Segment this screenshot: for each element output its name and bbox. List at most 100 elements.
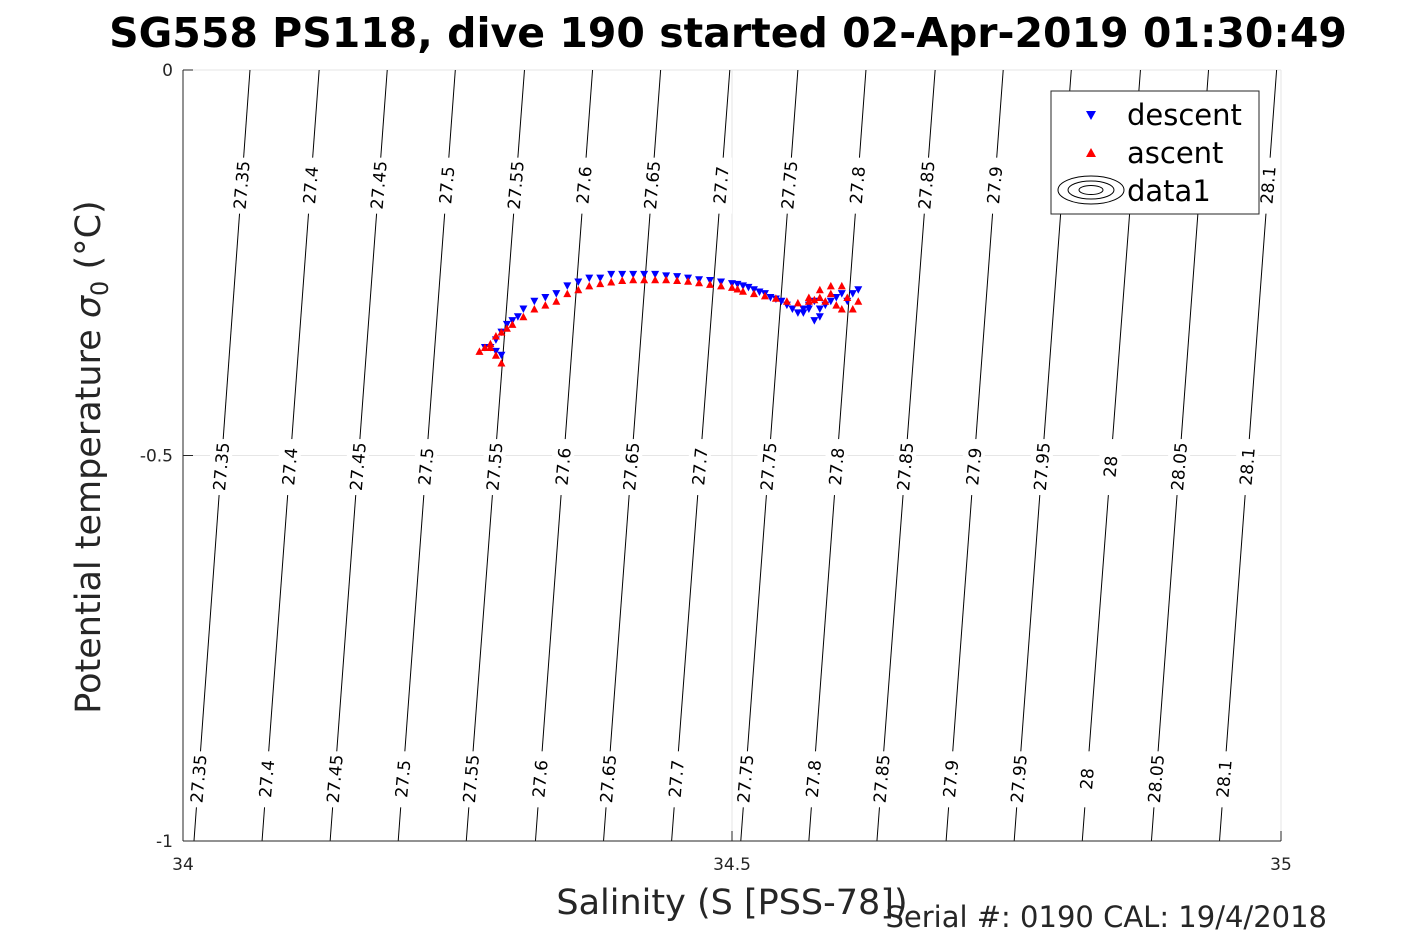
ascent-point [480,343,489,352]
descent-point [552,290,561,298]
serial-cal-footer: Serial #: 0190 CAL: 19/4/2018 [885,900,1327,934]
descent-point [513,313,522,321]
isopycnal-label-bg [504,157,527,214]
isopycnal-label: 27.85 [915,160,939,210]
ascent-point [640,275,649,284]
descent-point [497,351,506,360]
descent-point [804,305,813,314]
y-axis-label-unit: (°C) [69,200,109,280]
descent-point [810,317,819,325]
ascent-point [519,312,528,321]
ascent-point [491,351,500,359]
isopycnal-label-bg [278,439,301,496]
isopycnal-label: 27.8 [847,165,870,204]
ascent-point [749,289,758,298]
ascent-point [760,291,769,300]
descent-point [854,286,863,294]
isopycnal-label-bg [572,157,595,214]
x-tick-labels: 34 34.5 35 [172,855,1292,875]
descent-point [596,274,605,283]
ascent-point [815,285,824,294]
isopycnal-label-bg [1236,439,1259,496]
chart-title: SG558 PS118, dive 190 started 02-Apr-201… [109,9,1347,57]
isopycnal-label-bg [1257,157,1280,214]
isopycnal-label-bg [414,439,437,496]
ascent-point [563,289,572,298]
descent-point [640,270,649,279]
ascent-point [733,284,742,293]
isopycnal-label-bg [870,751,893,808]
ascent-point [607,278,616,286]
isopycnal-label: 28.1 [1237,447,1260,486]
descent-point [837,290,846,298]
ascent-point [475,347,484,355]
isopycnal-label-bg [367,157,390,214]
descent-point [585,274,594,283]
x-tick-label: 35 [1270,855,1292,875]
isopycnal-label-bg [255,751,278,808]
isopycnal-label: 27.4 [279,447,302,486]
legend-data1-label: data1 [1127,174,1211,208]
descent-point [563,282,572,290]
isopycnal-label: 27.55 [460,754,484,804]
isopycnal-label-bg [1075,751,1098,808]
descent-point [777,297,786,306]
ascent-point [826,289,835,298]
ascent-point [486,339,495,348]
y-tick-label: 0 [162,61,173,81]
ascent-point [684,277,693,285]
isopycnal-label-bg [1030,439,1053,496]
isopycnal-label-bg [1213,751,1236,808]
isopycnal-label-bg [894,439,917,496]
ascent-point [738,287,747,295]
ascent-point [793,298,802,307]
isopycnal-label-bg [597,751,620,808]
isopycnal-label-bg [299,157,322,214]
ascent-point [530,305,539,313]
isopycnal-label: 27.9 [984,165,1007,204]
isopycnal-label: 27.95 [1031,442,1055,492]
isopycnal-label-bg [483,439,506,496]
ascent-point [491,331,500,340]
isopycnal-label-bg [435,157,458,214]
isopycnal-label: 27.9 [963,447,986,486]
ascent-point [629,275,638,284]
isopycnal-label-bg [710,157,733,214]
ascent-point [782,297,791,305]
isopycnal-label-bg [734,751,757,808]
isopycnal-label-bg [915,157,938,214]
ascent-point [541,301,550,309]
descent-point [848,290,857,298]
isopycnal-label: 27.7 [689,447,712,486]
ascent-point [848,305,857,313]
legend-data1-contour-icon [1057,175,1125,205]
x-tick-label: 34.5 [713,855,751,875]
isopycnal-label-bg [1168,439,1191,496]
isopycnal-label-bg [688,439,711,496]
isopycnal-label-bg [962,439,985,496]
ascent-point [706,280,715,288]
isopycnal-label-bg [757,439,780,496]
data-points [475,270,863,367]
isopycnal-label-bg [1145,751,1168,808]
ascent-point [821,297,830,305]
isopycnal-label: 27.9 [940,759,963,798]
isopycnal-label-bg [391,751,414,808]
ascent-point [662,275,671,284]
isopycnal-label: 27.65 [641,160,665,210]
isopycnal-label-bg [1007,751,1030,808]
isopycnal-label: 28 [1077,767,1099,790]
isopycnal-label: 28.1 [1213,759,1236,798]
ascent-point [695,278,704,287]
y-axis-label-main: Potential temperature [69,318,109,714]
legend-ascent-label: ascent [1127,136,1223,170]
ascent-point [497,328,506,336]
isopycnal-label: 27.35 [231,160,255,210]
descent-point [541,293,550,302]
isopycnal-label: 27.75 [778,160,802,210]
isopycnal-label: 28.05 [1168,442,1192,492]
isopycnal-label: 28 [1101,455,1123,478]
isopycnal-label: 27.45 [368,160,392,210]
x-tick-label: 34 [172,855,194,875]
